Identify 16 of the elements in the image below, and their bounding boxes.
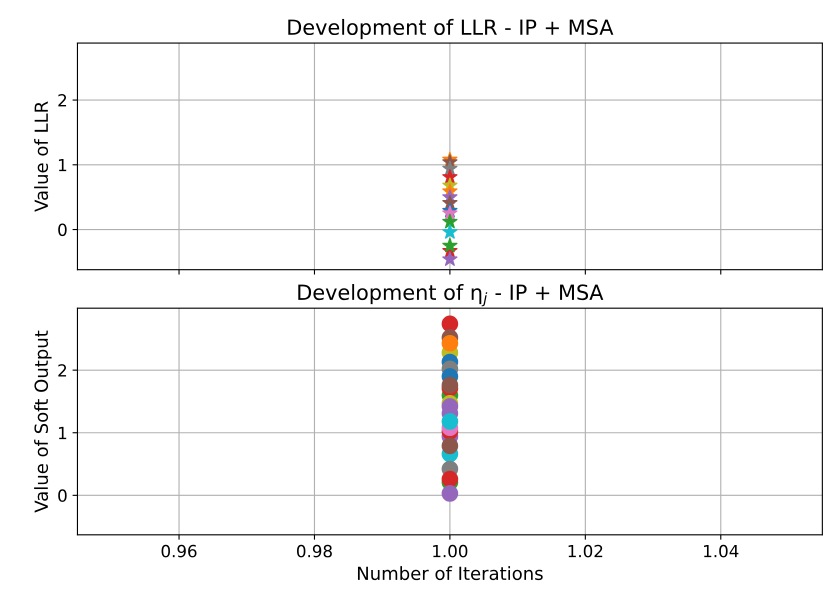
chart-title: Development of η$_{j}$ - IP + MSA xyxy=(298,284,604,306)
y-tick-label: 2 xyxy=(58,94,66,106)
x-tick-label: 1.00 xyxy=(433,544,468,558)
y-axis-title: Value of Soft Output xyxy=(34,330,52,513)
chart-title: Development of LLR - IP + MSA xyxy=(288,18,614,40)
x-tick-label: 0.96 xyxy=(162,544,197,558)
y-tick-label: 2 xyxy=(58,364,66,376)
x-axis-title: Number of Iterations xyxy=(358,566,543,580)
y-axis-title: Value of LLR xyxy=(34,101,48,212)
x-tick-label: 1.02 xyxy=(568,544,602,558)
y-tick-label: 0 xyxy=(58,224,67,236)
x-tick-label: 0.98 xyxy=(297,544,332,558)
y-tick-label: 1 xyxy=(58,158,66,172)
x-tick-label: 1.04 xyxy=(704,544,738,558)
y-tick-label: 0 xyxy=(58,489,67,502)
y-tick-label: 1 xyxy=(58,426,66,440)
